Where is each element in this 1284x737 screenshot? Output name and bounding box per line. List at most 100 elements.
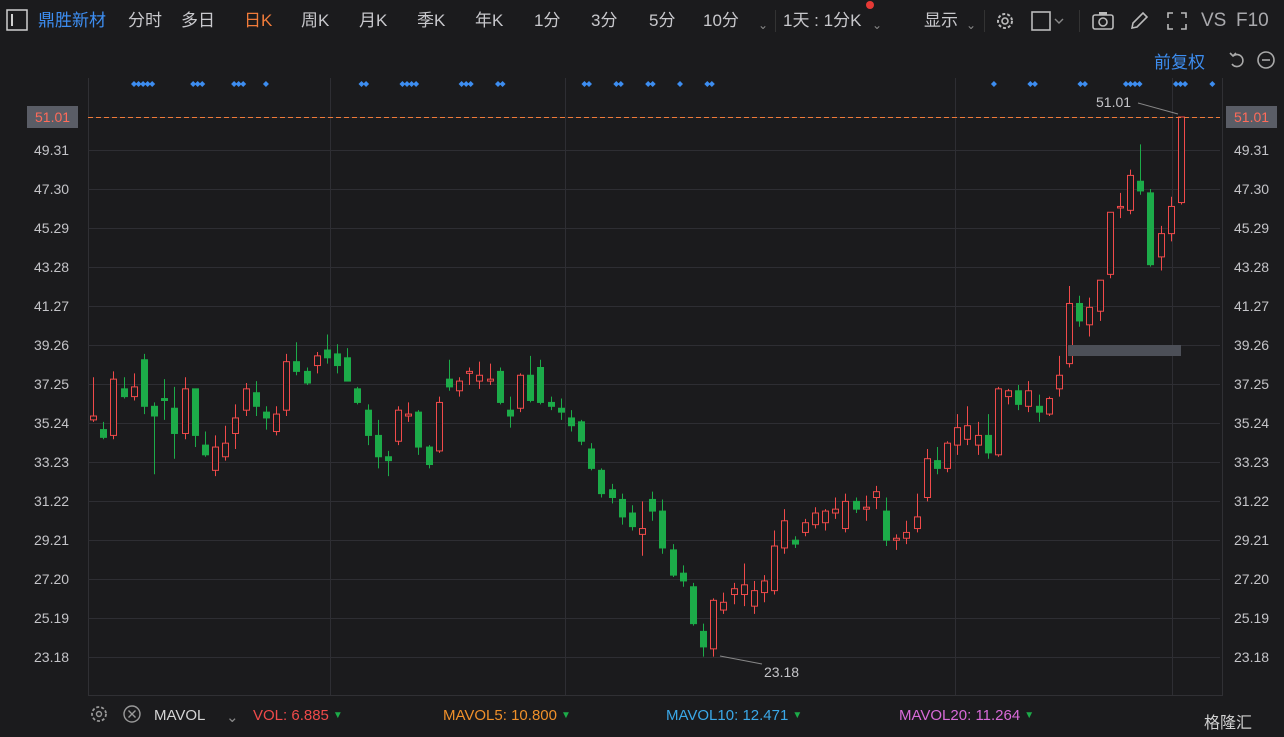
indicator-name[interactable]: MAVOL	[154, 707, 206, 724]
event-marker	[190, 81, 197, 87]
event-marker	[458, 81, 465, 87]
candle-up	[1005, 390, 1012, 398]
candle-up	[731, 588, 738, 596]
event-marker	[1077, 81, 1084, 87]
candle-up	[1025, 390, 1032, 407]
event-marker	[1172, 81, 1179, 87]
settings-gear-icon[interactable]	[994, 10, 1016, 34]
candle-down	[161, 398, 168, 401]
candle-up	[212, 446, 219, 471]
f10-button[interactable]: F10	[1236, 10, 1269, 31]
candle-up	[710, 599, 717, 650]
indicator-chevron-icon[interactable]: ⌄	[226, 709, 239, 726]
tab-monthly-k[interactable]: 月K	[359, 11, 388, 30]
candle-up	[110, 378, 117, 436]
tab-weekly-k[interactable]: 周K	[301, 11, 330, 30]
candle-down	[415, 411, 422, 448]
more-periods-chevron-icon[interactable]: ⌄	[758, 18, 769, 32]
camera-icon[interactable]	[1091, 10, 1115, 34]
event-marker	[1081, 81, 1088, 87]
candle-down	[659, 510, 666, 549]
candle-down	[354, 388, 361, 403]
current-price-tag-left: 51.01	[27, 106, 79, 128]
event-marker	[581, 81, 588, 87]
candle-down	[293, 361, 300, 372]
mavol20-readout: MAVOL20: 11.264 ▼	[899, 707, 1035, 724]
stock-name[interactable]: 鼎胜新材	[38, 11, 106, 30]
period-select-chevron-icon[interactable]: ⌄	[872, 18, 883, 32]
tab-5min[interactable]: 5分	[649, 11, 676, 30]
sidebar-toggle-icon[interactable]	[6, 9, 28, 33]
fullscreen-icon[interactable]	[1165, 10, 1189, 34]
candle-up	[873, 491, 880, 499]
candle-down	[883, 510, 890, 541]
event-marker	[144, 81, 151, 87]
event-marker	[990, 81, 997, 87]
candle-down	[344, 357, 351, 382]
tab-daily-k[interactable]: 日K	[244, 11, 273, 30]
adjust-mode-label[interactable]: 前复权	[1154, 53, 1205, 72]
price-plot-area[interactable]	[88, 78, 1223, 696]
price-tick-right: 29.21	[1234, 532, 1270, 548]
event-marker	[613, 81, 620, 87]
toolbar-divider	[1079, 10, 1080, 32]
candle-down	[609, 489, 616, 499]
candle-up	[995, 388, 1002, 456]
display-menu[interactable]: 显示	[924, 11, 958, 30]
price-tick-right: 31.22	[1234, 493, 1270, 509]
candle-down	[171, 407, 178, 434]
tab-3min[interactable]: 3分	[591, 11, 618, 30]
candle-up	[741, 584, 748, 596]
pencil-draw-icon[interactable]	[1128, 10, 1150, 34]
tab-quarterly-k[interactable]: 季K	[417, 11, 446, 30]
event-marker	[408, 81, 415, 87]
layout-box-icon[interactable]	[1030, 10, 1066, 34]
event-marker	[495, 81, 501, 87]
mavol5-readout: MAVOL5: 10.800 ▼	[443, 707, 571, 724]
candle-down	[253, 392, 260, 407]
candle-up	[720, 601, 727, 611]
price-tick-left: 41.27	[34, 298, 70, 314]
indicator-settings-gear-icon[interactable]	[89, 704, 109, 728]
candle-down	[1147, 192, 1154, 266]
event-marker	[1132, 81, 1138, 87]
candle-down	[568, 417, 575, 427]
candle-down	[700, 630, 707, 648]
indicator-close-icon[interactable]	[122, 704, 142, 728]
candle-up	[273, 413, 280, 433]
event-marker	[617, 81, 624, 87]
tab-10min[interactable]: 10分	[703, 11, 739, 30]
zoom-out-icon[interactable]	[1256, 50, 1276, 74]
tab-yearly-k[interactable]: 年K	[475, 11, 504, 30]
candle-down	[1076, 302, 1083, 322]
period-select[interactable]: 1天 : 1分K	[783, 11, 862, 30]
vs-compare-button[interactable]: VS	[1201, 10, 1227, 31]
event-marker	[645, 81, 652, 87]
candle-down	[548, 401, 555, 407]
gelonghui-watermark: 格隆汇	[1204, 715, 1253, 732]
candle-down	[507, 409, 514, 417]
price-tick-right: 39.26	[1234, 337, 1270, 353]
price-tick-right: 25.19	[1234, 610, 1270, 626]
display-chevron-icon[interactable]: ⌄	[966, 18, 977, 32]
event-marker	[131, 81, 137, 87]
candle-up	[487, 378, 494, 382]
tab-1min[interactable]: 1分	[534, 11, 561, 30]
event-marker	[467, 81, 474, 87]
event-marker	[135, 81, 142, 87]
high-price-label: 51.01	[1096, 94, 1132, 110]
price-tick-right: 27.20	[1234, 571, 1270, 587]
tab-intraday[interactable]: 分时	[128, 11, 162, 30]
event-marker	[463, 81, 470, 87]
candle-up	[639, 528, 646, 535]
candle-down	[100, 429, 107, 438]
price-tick-right: 45.29	[1234, 220, 1270, 236]
candle-up	[914, 516, 921, 530]
price-tick-left: 33.23	[34, 454, 70, 470]
event-marker	[1127, 81, 1134, 87]
undo-icon[interactable]	[1227, 50, 1247, 74]
candle-up	[1066, 302, 1073, 365]
event-marker	[194, 81, 201, 87]
tab-multiday[interactable]: 多日	[181, 11, 215, 30]
price-tick-right: 47.30	[1234, 181, 1270, 197]
